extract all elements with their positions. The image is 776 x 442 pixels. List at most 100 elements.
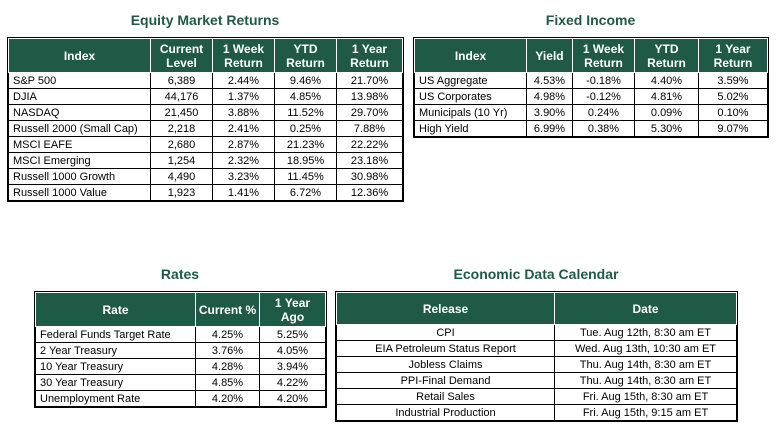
row-label: US Aggregate (414, 72, 527, 89)
rates-title: Rates (160, 266, 200, 282)
table-cell: 4.22% (259, 374, 326, 391)
table-cell: Tue. Aug 12th, 8:30 am ET (554, 324, 737, 341)
row-label: PPI-Final Demand (336, 372, 555, 389)
row-label: Russell 1000 Growth (8, 168, 151, 185)
table-cell: -0.12% (572, 88, 635, 105)
equity-header-current-level: Current Level (150, 38, 213, 73)
table-cell: 3.23% (212, 168, 275, 185)
table-cell: 4.25% (195, 326, 260, 343)
table-row: MSCI Emerging 1,254 2.32% 18.95% 23.18% (8, 152, 403, 169)
table-cell: 6,389 (150, 72, 213, 89)
table-cell: 13.98% (336, 88, 403, 105)
equity-title: Equity Market Returns (130, 12, 280, 28)
table-row: 2 Year Treasury 3.76% 4.05% (35, 342, 326, 359)
table-cell: Thu. Aug 14th, 8:30 am ET (554, 356, 737, 373)
table-row: US Corporates 4.98% -0.12% 4.81% 5.02% (414, 88, 768, 105)
table-cell: 3.88% (212, 104, 275, 121)
table-cell: 2.44% (212, 72, 275, 89)
table-row: PPI-Final Demand Thu. Aug 14th, 8:30 am E… (336, 372, 737, 389)
table-row: MSCI EAFE 2,680 2.87% 21.23% 22.22% (8, 136, 403, 153)
table-cell: 1.37% (212, 88, 275, 105)
table-cell: Wed. Aug 13th, 10:30 am ET (554, 340, 737, 357)
table-cell: 11.52% (274, 104, 337, 121)
table-row: S&P 500 6,389 2.44% 9.46% 21.70% (8, 72, 403, 89)
table-cell: 4.05% (259, 342, 326, 359)
rates-header-1-year-ago: 1 Year Ago (259, 292, 326, 327)
row-label: Russell 1000 Value (8, 184, 151, 201)
table-cell: 2.41% (212, 120, 275, 137)
table-cell: 0.10% (698, 104, 768, 121)
fixed-header-ytd-return: YTD Return (634, 38, 699, 73)
table-row: Retail Sales Fri. Aug 15th, 8:30 am ET (336, 388, 737, 405)
equity-header-index: Index (8, 38, 151, 73)
equity-header-ytd-return: YTD Return (274, 38, 337, 73)
table-cell: 21,450 (150, 104, 213, 121)
table-cell: Thu. Aug 14th, 8:30 am ET (554, 372, 737, 389)
row-label: Retail Sales (336, 388, 555, 405)
table-cell: Fri. Aug 15th, 9:15 am ET (554, 404, 737, 421)
fixed-income-title: Fixed Income (545, 12, 636, 28)
table-cell: -0.18% (572, 72, 635, 89)
calendar-header-date: Date (554, 292, 737, 325)
rates-table: Rate Current % 1 Year Ago Federal Funds … (34, 291, 327, 408)
row-label: Municipals (10 Yr) (414, 104, 527, 121)
table-cell: 7.88% (336, 120, 403, 137)
row-label: 10 Year Treasury (35, 358, 196, 375)
table-cell: 9.46% (274, 72, 337, 89)
row-label: MSCI EAFE (8, 136, 151, 153)
row-label: EIA Petroleum Status Report (336, 340, 555, 357)
fixed-header-1-week-return: 1 Week Return (572, 38, 635, 73)
table-cell: Fri. Aug 15th, 8:30 am ET (554, 388, 737, 405)
row-label: 2 Year Treasury (35, 342, 196, 359)
rates-header-current: Current % (195, 292, 260, 327)
table-cell: 5.25% (259, 326, 326, 343)
table-cell: 0.38% (572, 120, 635, 137)
table-cell: 2.87% (212, 136, 275, 153)
fixed-income-table: Index Yield 1 Week Return YTD Return 1 Y… (413, 37, 769, 138)
row-label: Industrial Production (336, 404, 555, 421)
table-row: CPI Tue. Aug 12th, 8:30 am ET (336, 324, 737, 341)
table-cell: 23.18% (336, 152, 403, 169)
table-cell: 1,254 (150, 152, 213, 169)
table-row: Russell 1000 Growth 4,490 3.23% 11.45% 30.98… (8, 168, 403, 185)
row-label: S&P 500 (8, 72, 151, 89)
table-cell: 3.59% (698, 72, 768, 89)
fixed-header-yield: Yield (526, 38, 573, 73)
table-row: EIA Petroleum Status Report Wed. Aug 13th… (336, 340, 737, 357)
table-cell: 9.07% (698, 120, 768, 137)
table-cell: 3.76% (195, 342, 260, 359)
table-cell: 12.36% (336, 184, 403, 201)
row-label: MSCI Emerging (8, 152, 151, 169)
table-cell: 0.24% (572, 104, 635, 121)
row-label: US Corporates (414, 88, 527, 105)
table-row: Russell 1000 Value 1,923 1.41% 6.72% 12.36% (8, 184, 403, 201)
table-cell: 4.40% (634, 72, 699, 89)
row-label: Russell 2000 (Small Cap) (8, 120, 151, 137)
row-label: Unemployment Rate (35, 390, 196, 407)
table-cell: 6.72% (274, 184, 337, 201)
row-label: DJIA (8, 88, 151, 105)
table-cell: 18.95% (274, 152, 337, 169)
table-cell: 2.32% (212, 152, 275, 169)
table-cell: 0.25% (274, 120, 337, 137)
table-cell: 21.23% (274, 136, 337, 153)
equity-header-1-week-return: 1 Week Return (212, 38, 275, 73)
table-row: Russell 2000 (Small Cap) 2,218 2.41% 0.25% 7… (8, 120, 403, 137)
table-cell: 4.85% (274, 88, 337, 105)
table-cell: 21.70% (336, 72, 403, 89)
table-cell: 4.20% (195, 390, 260, 407)
table-row: 30 Year Treasury 4.85% 4.22% (35, 374, 326, 391)
table-cell: 4.98% (526, 88, 573, 105)
table-row: 10 Year Treasury 4.28% 3.94% (35, 358, 326, 375)
table-cell: 11.45% (274, 168, 337, 185)
table-cell: 29.70% (336, 104, 403, 121)
table-row: NASDAQ 21,450 3.88% 11.52% 29.70% (8, 104, 403, 121)
table-cell: 5.30% (634, 120, 699, 137)
calendar-title: Economic Data Calendar (453, 266, 619, 282)
fixed-header-index: Index (414, 38, 527, 73)
table-cell: 4.20% (259, 390, 326, 407)
table-row: Unemployment Rate 4.20% 4.20% (35, 390, 326, 407)
fixed-header-1-year-return: 1 Year Return (698, 38, 768, 73)
table-cell: 30.98% (336, 168, 403, 185)
table-row: Municipals (10 Yr) 3.90% 0.24% 0.09% 0.10% (414, 104, 768, 121)
